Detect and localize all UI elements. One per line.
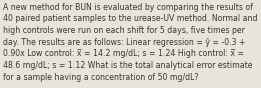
Text: high controls were run on each shift for 5 days, five times per: high controls were run on each shift for… xyxy=(3,26,245,35)
Text: for a sample having a concentration of 50 mg/dL?: for a sample having a concentration of 5… xyxy=(3,73,199,82)
Text: 0.90x Low control: x̅ = 14.2 mg/dL; s = 1.24 High control: x̅ =: 0.90x Low control: x̅ = 14.2 mg/dL; s = … xyxy=(3,49,244,58)
Text: A new method for BUN is evaluated by comparing the results of: A new method for BUN is evaluated by com… xyxy=(3,3,253,12)
Text: day. The results are as follows: Linear regression = ŷ = -0.3 +: day. The results are as follows: Linear … xyxy=(3,38,246,47)
Text: 40 paired patient samples to the urease-UV method. Normal and: 40 paired patient samples to the urease-… xyxy=(3,14,258,23)
Text: 48.6 mg/dL; s = 1.12 What is the total analytical error estimate: 48.6 mg/dL; s = 1.12 What is the total a… xyxy=(3,61,253,70)
